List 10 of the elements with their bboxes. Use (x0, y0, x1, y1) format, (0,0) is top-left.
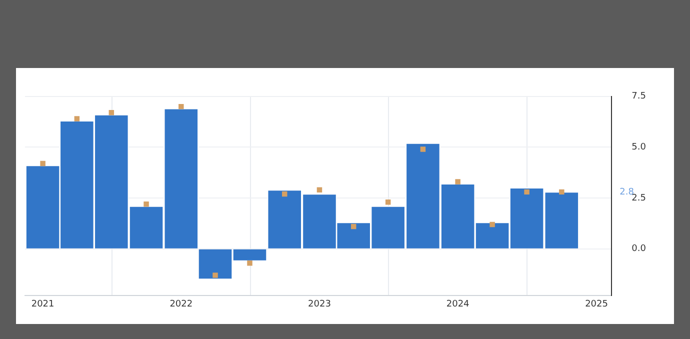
y-tick-label: 5.0 (632, 142, 646, 153)
x-tick-label: 2023 (308, 299, 331, 310)
x-tick-label: 2021 (31, 299, 54, 310)
x-tick-label: 2024 (446, 299, 470, 310)
y-tick-label: 0.0 (632, 244, 646, 254)
x-tick-label: 2025 (585, 299, 608, 310)
x-tick-label: 2022 (170, 299, 193, 310)
y-tick-label: 7.5 (632, 92, 646, 102)
y-tick-label: 2.5 (632, 193, 646, 204)
text: 2.8 (620, 187, 634, 198)
